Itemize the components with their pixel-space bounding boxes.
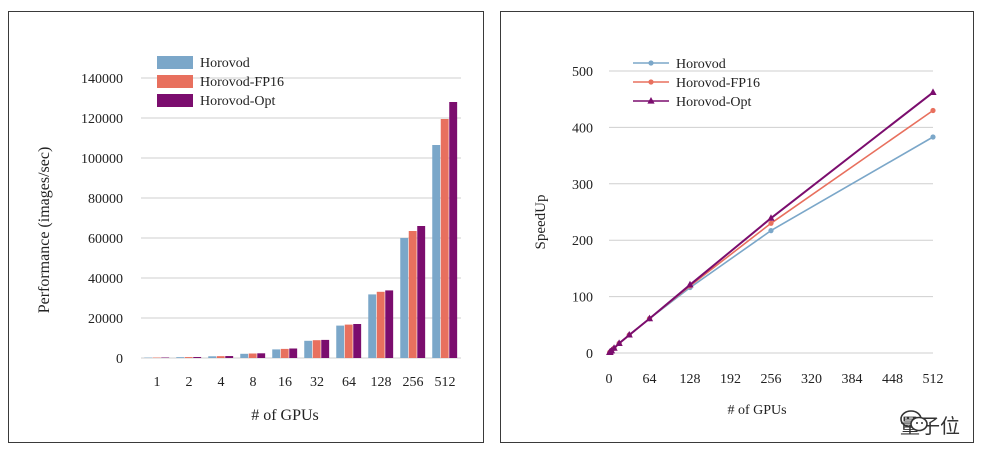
bar xyxy=(440,119,449,358)
bar xyxy=(336,325,345,358)
x-tick-label: 512 xyxy=(923,372,944,387)
x-tick-label: 320 xyxy=(801,372,822,387)
wechat-icon xyxy=(900,410,928,432)
y-tick-label: 20000 xyxy=(88,312,123,327)
data-point xyxy=(930,134,936,140)
data-point xyxy=(930,107,936,114)
legend-label: Horovod-FP16 xyxy=(676,76,760,91)
legend-marker xyxy=(648,60,654,66)
x-tick-label: 32 xyxy=(310,375,324,390)
x-tick-label: 448 xyxy=(882,372,903,387)
legend-label: Horovod xyxy=(676,57,726,72)
line-chart-panel: 0 100 200 300 400 500 0 64 128 192 256 320 384 448 512… xyxy=(500,11,974,443)
legend-label: Horovod-Opt xyxy=(676,95,752,110)
legend-label: Horovod-Opt xyxy=(200,94,276,109)
legend-swatch xyxy=(157,94,193,107)
legend-marker xyxy=(648,79,654,85)
x-tick-label: 2 xyxy=(186,375,193,390)
x-tick-label: 192 xyxy=(720,372,741,387)
x-axis-label: # of GPUs xyxy=(251,407,319,424)
data-point xyxy=(767,214,775,221)
series-line xyxy=(609,136,934,354)
bar xyxy=(385,290,394,358)
x-tick-label: 8 xyxy=(250,375,257,390)
x-tick-label: 512 xyxy=(435,375,456,390)
bar xyxy=(408,231,417,358)
data-point xyxy=(768,228,774,234)
bar xyxy=(289,348,298,358)
bar xyxy=(280,348,289,358)
watermark: 量子位 xyxy=(900,410,960,439)
bar xyxy=(449,102,458,358)
x-tick-label: 256 xyxy=(403,375,424,390)
bar xyxy=(240,353,249,358)
bar xyxy=(353,324,362,358)
y-axis-label: Performance (images/sec) xyxy=(36,147,53,314)
bar xyxy=(184,357,193,358)
data-point xyxy=(686,280,694,288)
x-tick-label: 0 xyxy=(606,372,613,387)
bar xyxy=(257,353,266,358)
bar-chart: 0 20000 40000 60000 80000 100000 120000 140000 1… xyxy=(36,56,461,424)
bar xyxy=(417,226,426,358)
legend-label: Horovod xyxy=(200,56,250,71)
y-tick-label: 60000 xyxy=(88,232,123,247)
bar xyxy=(368,294,377,358)
bar xyxy=(344,324,353,358)
x-tick-label: 384 xyxy=(842,372,863,387)
bar xyxy=(208,356,217,358)
bar xyxy=(321,339,330,358)
y-tick-label: 100000 xyxy=(81,152,123,167)
bar xyxy=(432,145,441,358)
x-axis-label: # of GPUs xyxy=(727,403,786,418)
y-tick-label: 200 xyxy=(572,234,593,249)
bar xyxy=(248,353,257,358)
bar xyxy=(400,238,409,358)
line-chart: 0 100 200 300 400 500 0 64 128 192 256 320 384 448 512… xyxy=(533,57,944,418)
data-point xyxy=(625,330,633,338)
x-tick-label: 256 xyxy=(761,372,782,387)
legend-marker xyxy=(647,97,655,104)
bar xyxy=(193,357,202,358)
x-tick-label: 64 xyxy=(643,372,657,387)
x-tick-label: 128 xyxy=(371,375,392,390)
legend-swatch xyxy=(157,56,193,69)
data-point xyxy=(610,344,618,351)
x-tick-label: 1 xyxy=(154,375,161,390)
y-tick-label: 500 xyxy=(572,65,593,80)
y-tick-label: 0 xyxy=(586,347,593,362)
y-tick-label: 80000 xyxy=(88,192,123,207)
bar xyxy=(272,349,281,358)
bar xyxy=(216,356,225,358)
y-tick-label: 40000 xyxy=(88,272,123,287)
y-axis-label: SpeedUp xyxy=(533,195,549,250)
bar xyxy=(304,340,313,358)
data-point xyxy=(929,88,937,96)
bar xyxy=(376,291,385,358)
y-tick-label: 140000 xyxy=(81,72,123,87)
data-point xyxy=(768,220,774,226)
y-tick-label: 0 xyxy=(116,352,123,367)
watermark-text: 量子位 xyxy=(900,414,960,438)
x-tick-label: 4 xyxy=(218,375,225,390)
y-tick-label: 120000 xyxy=(81,112,123,127)
data-point xyxy=(645,314,654,322)
bar xyxy=(225,356,234,358)
legend-label: Horovod-FP16 xyxy=(200,75,284,90)
x-tick-label: 16 xyxy=(278,375,292,390)
bar xyxy=(312,340,321,358)
y-tick-label: 300 xyxy=(572,178,593,193)
bar xyxy=(176,357,185,358)
x-tick-label: 128 xyxy=(680,372,701,387)
y-tick-label: 100 xyxy=(572,291,593,306)
y-tick-label: 400 xyxy=(572,121,593,136)
legend-swatch xyxy=(157,75,193,88)
bar-chart-panel: 0 20000 40000 60000 80000 100000 120000 140000 1… xyxy=(8,11,484,443)
x-tick-label: 64 xyxy=(342,375,356,390)
data-point xyxy=(615,339,623,347)
